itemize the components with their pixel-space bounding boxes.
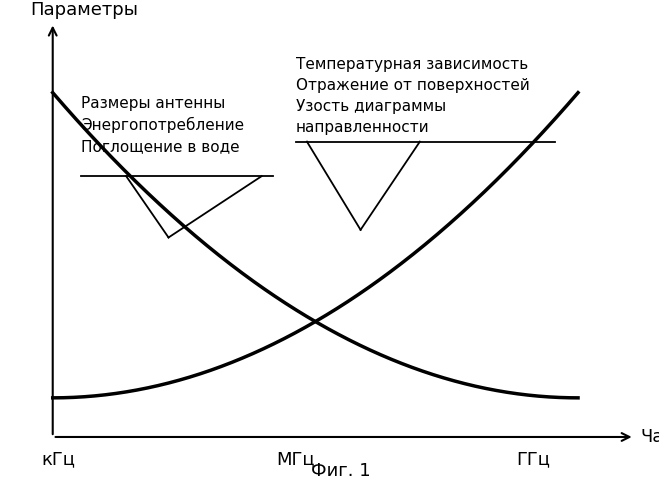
Text: Размеры антенны
Энергопотребление
Поглощение в воде: Размеры антенны Энергопотребление Поглощ… bbox=[81, 96, 244, 154]
Text: Параметры: Параметры bbox=[30, 1, 138, 19]
Text: Частота: Частота bbox=[640, 428, 659, 446]
Text: Температурная зависимость
Отражение от поверхностей
Узость диаграммы
направленно: Температурная зависимость Отражение от п… bbox=[296, 57, 529, 135]
Text: кГц: кГц bbox=[42, 450, 75, 468]
Text: Фиг. 1: Фиг. 1 bbox=[311, 462, 370, 480]
Text: ГГц: ГГц bbox=[516, 450, 550, 468]
Text: МГц: МГц bbox=[276, 450, 315, 468]
